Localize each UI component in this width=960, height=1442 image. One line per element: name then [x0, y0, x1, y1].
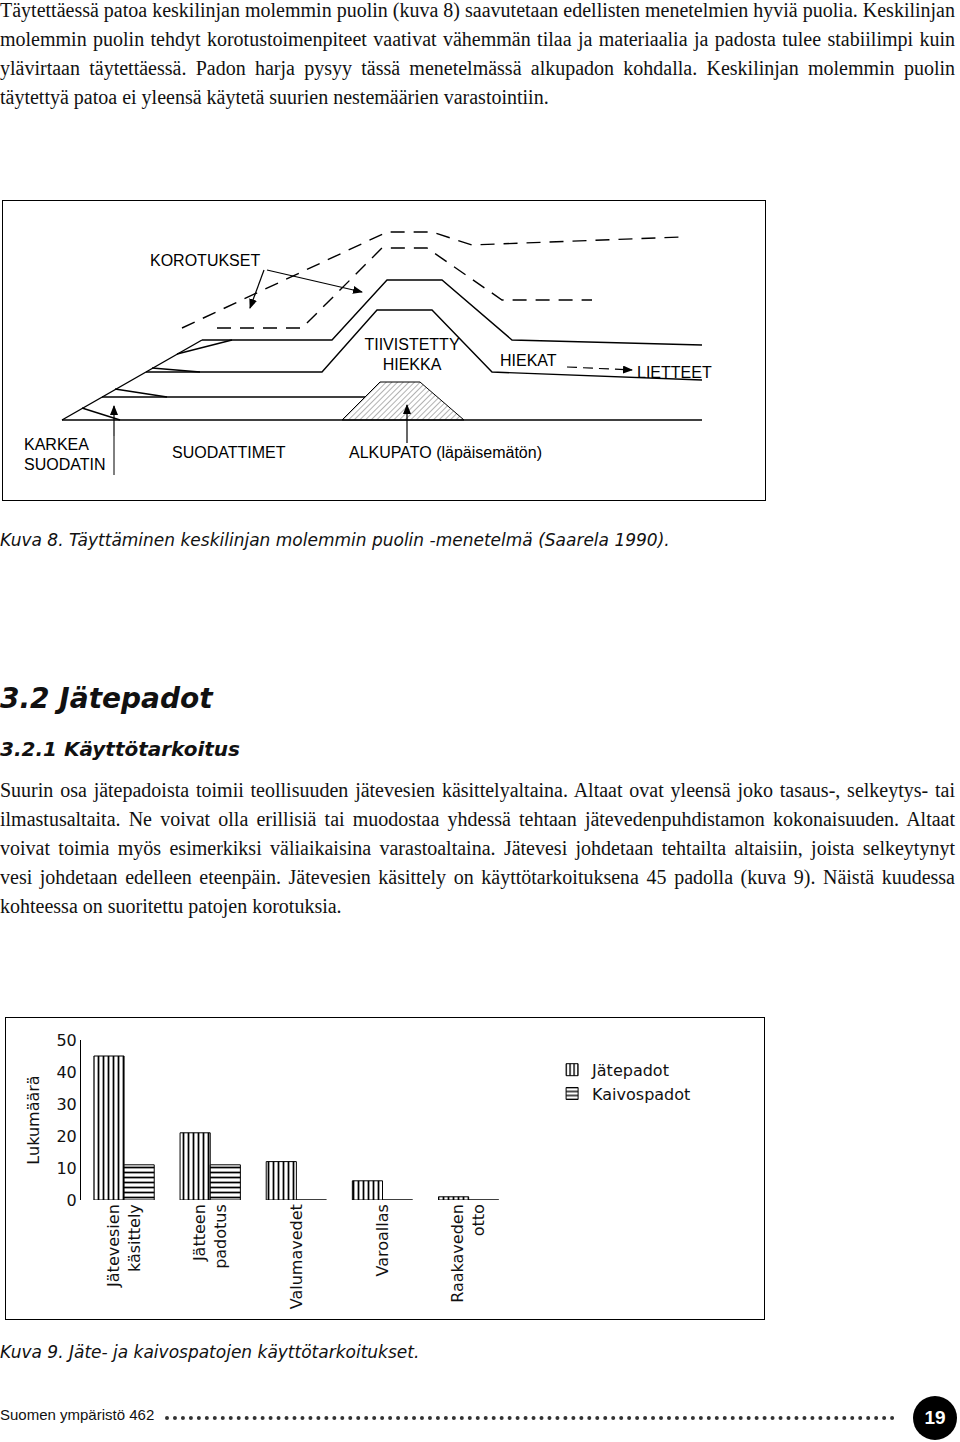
svg-text:TIIVISTETTY: TIIVISTETTY — [364, 336, 459, 353]
html-text:3.2.1 Käyttötarkoitus: 3.2.1 Käyttötarkoitus — [0, 737, 240, 761]
svg-text:SUODATIN: SUODATIN — [24, 456, 105, 473]
html-text:Suomen ympäristö 462: Suomen ympäristö 462 — [0, 1406, 155, 1423]
html-text:Täytettäessä patoa keskilinjan: Täytettäessä patoa keskilinjan molemmin … — [0, 0, 955, 108]
svg-text:20: 20 — [56, 1127, 76, 1146]
svg-text:Jätepadot: Jätepadot — [591, 1061, 669, 1080]
html-text:Kuva 9. Jäte- ja kaivospatojen: Kuva 9. Jäte- ja kaivospatojen käyttötar… — [0, 1342, 420, 1362]
svg-text:HIEKKA: HIEKKA — [383, 356, 442, 373]
svg-text:30: 30 — [56, 1095, 76, 1114]
svg-text:Jätevesienkäsittely: Jätevesienkäsittely — [104, 1204, 144, 1288]
svg-text:40: 40 — [56, 1063, 76, 1082]
svg-text:50: 50 — [56, 1031, 76, 1050]
html-text:3.2 Jätepadot: 3.2 Jätepadot — [0, 682, 213, 715]
svg-text:SUODATTIMET: SUODATTIMET — [172, 444, 286, 461]
html-text:Suurin osa jätepadoista toimii: Suurin osa jätepadoista toimii teollisuu… — [0, 779, 955, 917]
svg-text:KARKEA: KARKEA — [24, 436, 89, 453]
html-text:19: 19 — [924, 1407, 946, 1428]
svg-text:Valumavedet: Valumavedet — [287, 1204, 306, 1309]
svg-text:Kaivospadot: Kaivospadot — [592, 1085, 690, 1104]
html-text:Kuva 8. Täyttäminen keskilinja: Kuva 8. Täyttäminen keskilinjan molemmin… — [0, 530, 670, 550]
svg-text:LIETTEET: LIETTEET — [637, 364, 712, 381]
svg-text:Lukumäärä: Lukumäärä — [24, 1075, 43, 1164]
svg-text:HIEKAT: HIEKAT — [500, 352, 557, 369]
svg-text:Varoallas: Varoallas — [373, 1204, 392, 1276]
svg-text:Jätteenpadotus: Jätteenpadotus — [190, 1204, 230, 1269]
svg-text:0: 0 — [67, 1191, 77, 1210]
svg-text:ALKUPATO (läpäisemätön): ALKUPATO (läpäisemätön) — [349, 444, 542, 461]
svg-text:10: 10 — [56, 1159, 76, 1178]
svg-text:Raakavedenotto: Raakavedenotto — [448, 1204, 488, 1303]
svg-text:KOROTUKSET: KOROTUKSET — [150, 252, 260, 269]
